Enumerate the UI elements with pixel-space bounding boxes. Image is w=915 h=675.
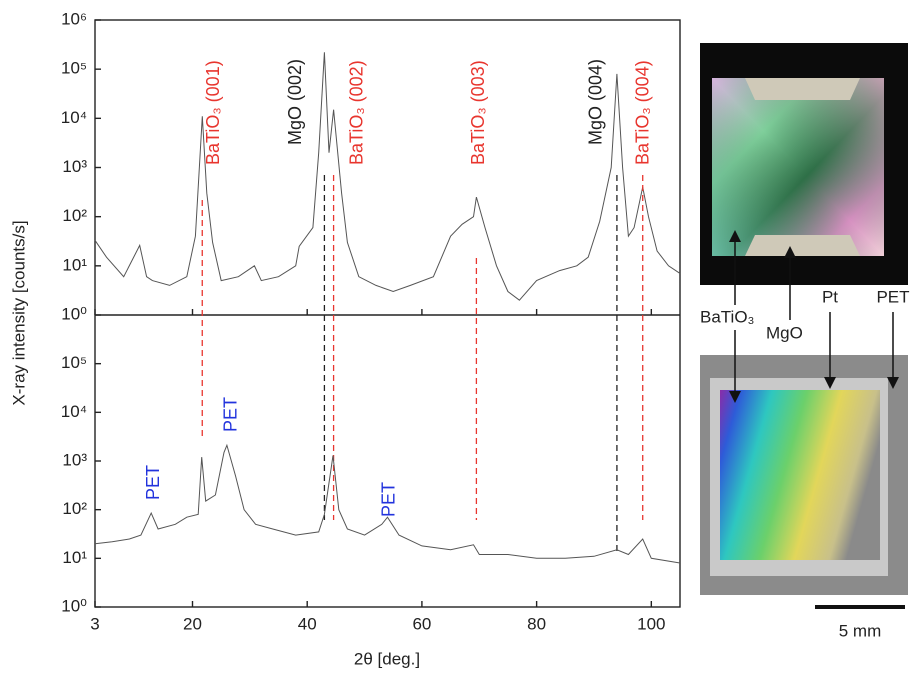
x-tick-label: 3 xyxy=(90,614,99,633)
peak-label: MgO (002) xyxy=(285,59,305,145)
x-tick-label: 60 xyxy=(412,614,431,633)
y-tick-label: 10⁰ xyxy=(61,304,87,323)
photo-label: MgO xyxy=(766,323,803,342)
y-axis-title: X-ray intensity [counts/s] xyxy=(9,220,28,405)
film-top-sheen xyxy=(712,78,884,256)
peak-label: PET xyxy=(143,465,163,500)
peak-label: BaTiO₃ (001) xyxy=(203,60,223,165)
peak-label: BaTiO₃ (004) xyxy=(632,60,652,165)
photos: BaTiO₃ MgO Pt PET 5 mm xyxy=(700,43,910,640)
pad-bottom xyxy=(745,235,860,256)
photo-label: Pt xyxy=(822,287,838,306)
x-tick-label: 40 xyxy=(298,614,317,633)
y-tick-label: 10⁵ xyxy=(61,353,87,372)
peak-label: BaTiO₃ (002) xyxy=(346,60,366,165)
y-tick-label: 10² xyxy=(62,206,87,225)
pad-top xyxy=(745,78,860,100)
xrd-chart: X-ray intensity [counts/s] 2θ [deg.] 10⁰… xyxy=(9,9,681,668)
y-tick-label: 10¹ xyxy=(62,548,87,567)
x-tick-label: 20 xyxy=(183,614,202,633)
y-tick-label: 10⁰ xyxy=(61,596,87,615)
x-tick-label: 100 xyxy=(637,614,665,633)
peak-label: MgO (004) xyxy=(586,59,606,145)
scale-bar-label: 5 mm xyxy=(839,621,882,640)
x-axis-title: 2θ [deg.] xyxy=(354,649,420,668)
y-tick-label: 10⁵ xyxy=(61,59,87,78)
spectrum-line xyxy=(94,443,681,564)
peak-label: PET xyxy=(221,397,241,432)
peak-label: BaTiO₃ (003) xyxy=(468,60,488,165)
y-tick-label: 10² xyxy=(62,499,87,518)
photo-label: BaTiO₃ xyxy=(700,307,754,326)
spectrum-line xyxy=(94,52,681,301)
y-tick-label: 10³ xyxy=(62,450,87,469)
photo-label: PET xyxy=(876,287,909,306)
y-tick-label: 10⁶ xyxy=(61,9,87,28)
y-tick-label: 10¹ xyxy=(62,255,87,274)
y-tick-label: 10⁴ xyxy=(61,402,87,421)
peak-label: PET xyxy=(378,482,398,517)
y-tick-label: 10³ xyxy=(62,157,87,176)
y-tick-label: 10⁴ xyxy=(61,108,87,127)
film-bottom xyxy=(720,390,880,560)
x-tick-label: 80 xyxy=(527,614,546,633)
